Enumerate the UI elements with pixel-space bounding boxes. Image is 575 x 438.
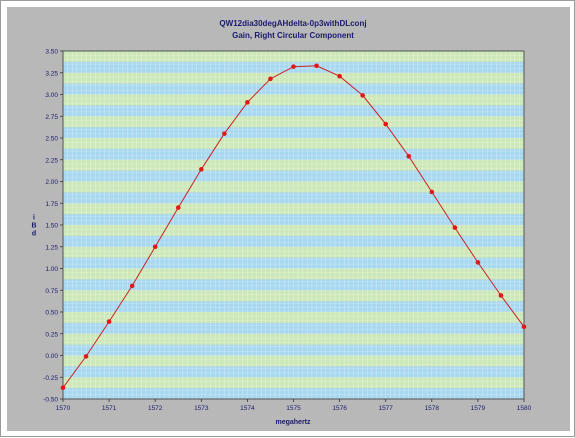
background-band [63, 51, 524, 62]
y-tick-label: -0.25 [43, 375, 58, 382]
data-point [498, 293, 504, 298]
y-tick-label: 3.00 [45, 92, 58, 99]
y-tick-label: -0.50 [43, 397, 58, 404]
data-point [245, 100, 250, 105]
background-band [63, 148, 524, 160]
x-axis-label: megahertz [275, 419, 311, 426]
background-band [63, 127, 524, 138]
x-tick-label: 1571 [102, 405, 117, 412]
y-tick-label: 2.75 [45, 114, 58, 121]
background-band [63, 290, 524, 302]
background-band [63, 105, 524, 117]
background-band [63, 312, 524, 323]
background-band [63, 257, 524, 269]
background-band [63, 333, 524, 345]
series-layer [60, 63, 527, 390]
background-band [63, 246, 524, 258]
x-tick-label: 1573 [194, 405, 209, 412]
x-tick-label: 1576 [332, 405, 347, 412]
y-tick-label: 1.50 [45, 223, 58, 230]
background-band [63, 170, 524, 182]
y-tick-label: 0.25 [45, 331, 58, 338]
data-point [452, 225, 458, 230]
data-point [268, 76, 273, 82]
data-point [360, 93, 365, 98]
data-point [175, 205, 181, 210]
background-band [63, 344, 524, 356]
y-tick-label: 2.25 [45, 157, 58, 164]
y-tick-label: 0.50 [45, 310, 58, 317]
background-band [63, 181, 524, 193]
x-axis: 1570 1571 1572 1573 1574 1575 1576 1577 1578 1579… [56, 399, 532, 412]
background-band [63, 377, 524, 389]
y-tick-label: 1.75 [45, 201, 58, 208]
chart-subtitle: Gain, Right Circular Component [232, 31, 354, 40]
background-band [63, 225, 524, 236]
x-tick-label: 1574 [240, 405, 255, 412]
background-band [63, 192, 524, 204]
background-band [63, 203, 524, 215]
data-point [337, 73, 342, 79]
background-band [63, 301, 524, 312]
x-tick-label: 1579 [471, 405, 486, 412]
data-point [314, 63, 319, 69]
x-tick-label: 1578 [425, 405, 440, 412]
y-tick-label: 0.75 [45, 288, 58, 295]
data-point [429, 189, 435, 195]
data-point [129, 283, 135, 289]
data-point [383, 121, 389, 127]
background-band [63, 159, 524, 171]
background-band [63, 138, 524, 149]
data-point [199, 167, 204, 172]
data-point [106, 319, 112, 324]
y-tick-label: 2.00 [45, 179, 58, 186]
background-band [63, 83, 524, 95]
background-band [63, 214, 524, 225]
x-tick-label: 1575 [286, 405, 301, 412]
x-tick-label: 1572 [148, 405, 163, 412]
background-band [63, 94, 524, 106]
y-tick-label: 3.50 [45, 49, 58, 56]
data-point [475, 260, 481, 265]
background-band [63, 116, 524, 128]
x-tick-label: 1577 [378, 405, 393, 412]
background-band [63, 366, 524, 378]
background-band [63, 268, 524, 280]
background-band [63, 72, 524, 84]
data-point [291, 64, 296, 69]
background-band [63, 355, 524, 367]
x-tick-label: 1570 [56, 405, 71, 412]
y-tick-label: 1.25 [45, 244, 58, 251]
data-point [521, 324, 527, 330]
data-point [60, 385, 66, 390]
y-tick-label: 1.00 [45, 266, 58, 273]
y-axis: -0.50 -0.25 0.00 0.25 0.50 0.75 1.00 1.25 1.50 1.… [43, 49, 63, 404]
background-band [63, 322, 524, 334]
plot-background-bands [63, 51, 524, 399]
data-point [83, 354, 89, 359]
x-tick-label: 1580 [517, 405, 532, 412]
y-tick-label: 2.50 [45, 136, 58, 143]
data-point [222, 131, 227, 136]
plot-grid [62, 50, 525, 400]
background-band [63, 279, 524, 291]
y-tick-label: 0.00 [45, 353, 58, 360]
data-point [406, 153, 412, 159]
y-tick-label: 3.25 [45, 70, 58, 77]
chart-title: QW12dia30degAHdelta-0p3withDLconj [219, 19, 366, 28]
background-band [63, 388, 524, 399]
data-point [152, 244, 158, 250]
background-band [63, 235, 524, 247]
